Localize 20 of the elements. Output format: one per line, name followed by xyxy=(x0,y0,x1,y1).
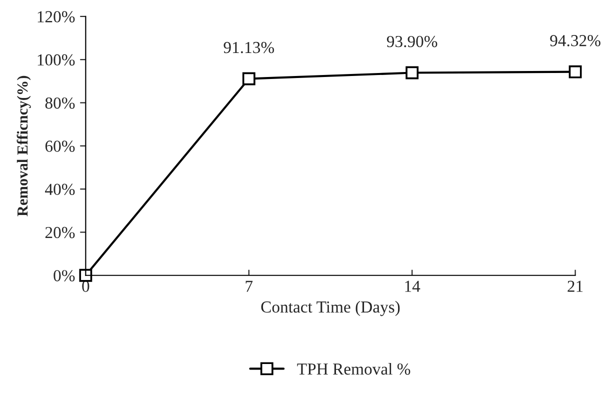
y-tick-label: 20% xyxy=(45,226,75,238)
y-tick-label: 0% xyxy=(54,270,75,282)
y-tick-label: 40% xyxy=(45,184,75,196)
x-axis-title: Contact Time (Days) xyxy=(261,300,400,316)
data-label: 91.13% xyxy=(224,42,274,54)
y-tick-label: 60% xyxy=(45,140,75,152)
point xyxy=(79,268,92,282)
data-label: 93.90% xyxy=(386,36,438,48)
point xyxy=(568,65,582,78)
y-tick-label: 100% xyxy=(38,54,75,66)
x-tick-label: 21 xyxy=(568,280,583,292)
legend-label: TPH Removal % xyxy=(297,362,410,375)
x-tick-label: 7 xyxy=(246,280,253,292)
y-tick-label: 120% xyxy=(38,11,75,22)
point xyxy=(242,72,256,86)
x-tick-label: 14 xyxy=(405,280,420,292)
y-tick-label: 80% xyxy=(45,97,75,109)
y-axis-title: Removal Efficncy(%) xyxy=(16,76,31,216)
data-label: 94.32% xyxy=(550,34,600,46)
point xyxy=(406,66,419,80)
